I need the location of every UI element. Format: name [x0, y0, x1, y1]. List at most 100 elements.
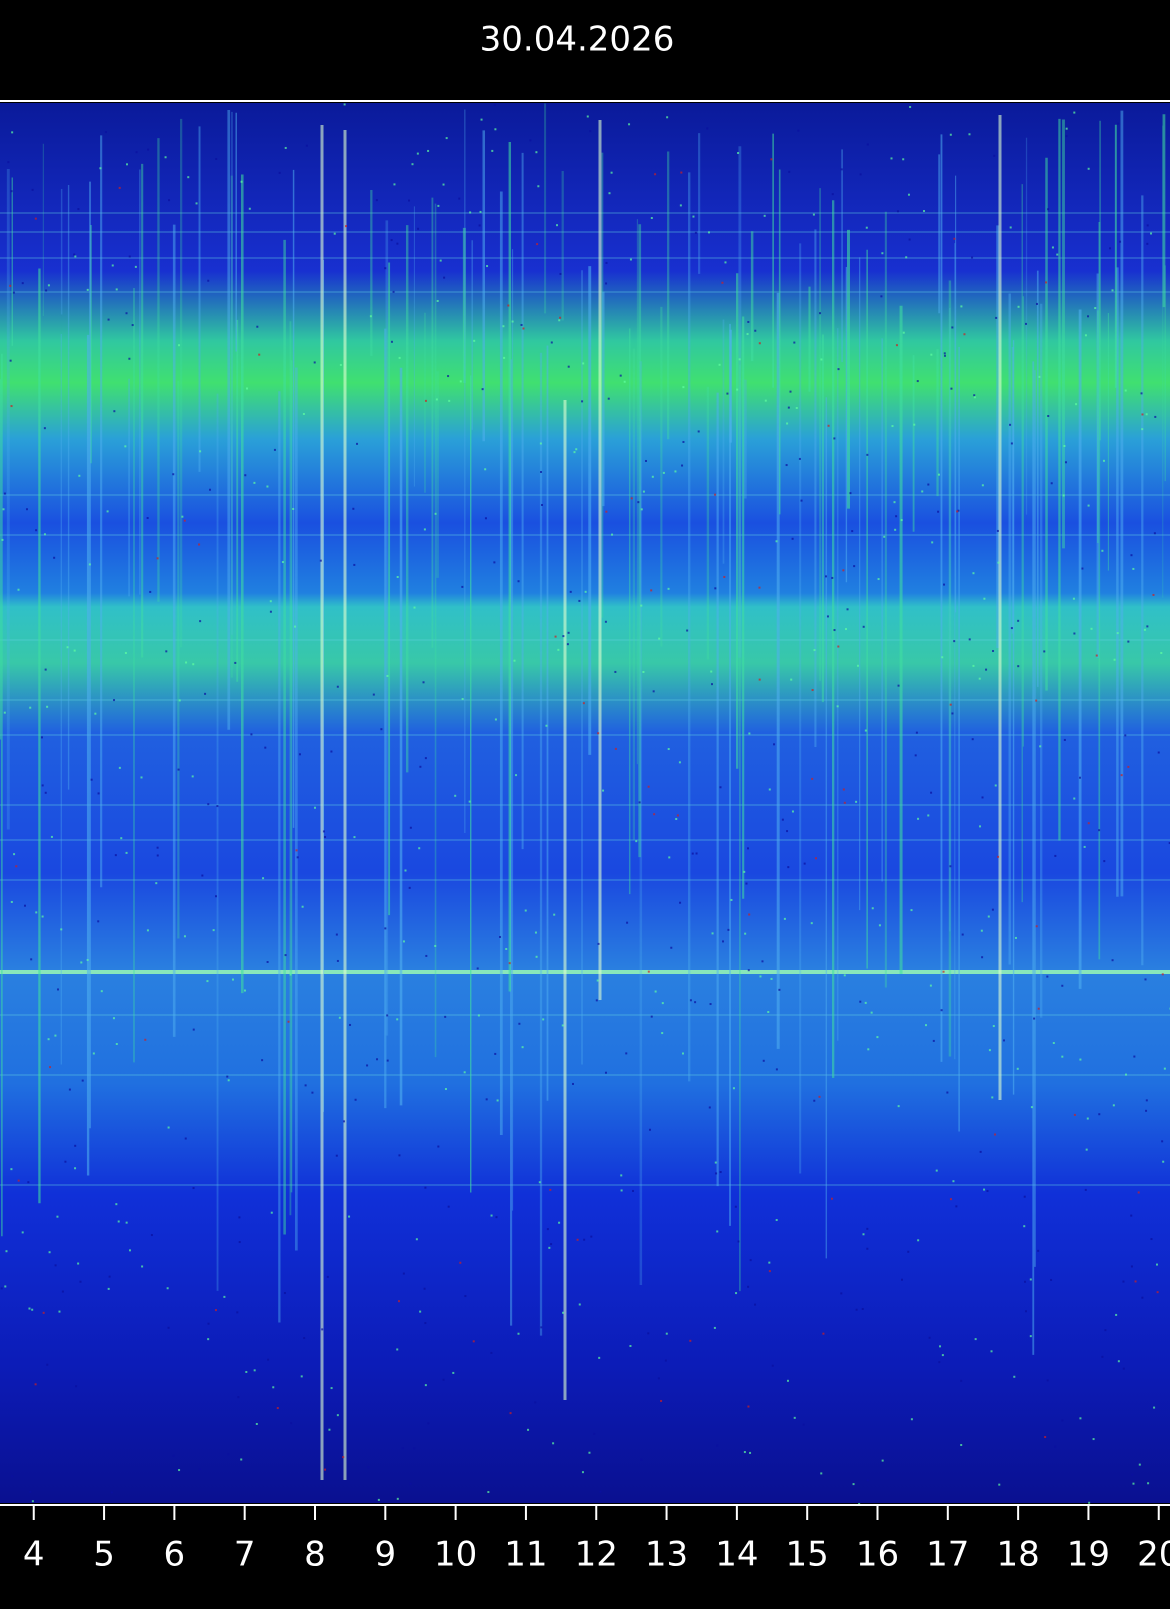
noise-speck	[212, 929, 215, 932]
noise-speck	[227, 1079, 230, 1082]
noise-speck	[654, 173, 657, 176]
noise-speck	[313, 361, 316, 364]
noise-speck	[177, 768, 180, 771]
noise-speck	[125, 851, 128, 854]
noise-speck	[811, 689, 814, 692]
noise-speck	[74, 1167, 77, 1170]
noise-speck	[843, 974, 846, 977]
noise-speck	[767, 1011, 770, 1014]
noise-speck	[876, 1036, 879, 1039]
noise-speck	[34, 217, 37, 220]
noise-speck	[961, 933, 964, 936]
noise-speck	[620, 1174, 623, 1177]
noise-speck	[1064, 461, 1067, 464]
noise-speck	[650, 589, 653, 592]
noise-speck	[891, 425, 894, 428]
noise-speck	[859, 173, 862, 176]
noise-speck	[86, 288, 89, 291]
noise-speck	[1061, 1419, 1064, 1422]
noise-speck	[508, 962, 511, 965]
noise-speck	[791, 810, 794, 813]
noise-speck	[234, 661, 237, 664]
noise-speck	[827, 424, 830, 427]
noise-speck	[463, 1071, 466, 1074]
noise-speck	[743, 1451, 746, 1454]
noise-speck	[694, 231, 697, 234]
noise-speck	[798, 457, 801, 460]
noise-speck	[583, 1238, 586, 1241]
noise-speck	[662, 471, 665, 474]
noise-speck	[786, 830, 789, 833]
noise-speck	[402, 1272, 405, 1275]
noise-speck	[1152, 593, 1155, 596]
noise-speck	[342, 1456, 345, 1459]
noise-speck	[94, 712, 97, 715]
noise-speck	[897, 1105, 900, 1108]
noise-speck	[424, 1322, 427, 1325]
noise-speck	[113, 410, 116, 413]
noise-speck	[1078, 776, 1081, 779]
noise-speck	[1141, 428, 1144, 431]
noise-speck	[608, 192, 611, 195]
noise-speck	[192, 1187, 195, 1190]
noise-speck	[28, 1307, 31, 1310]
noise-speck	[215, 895, 218, 898]
noise-speck	[943, 583, 946, 586]
noise-speck	[990, 1350, 993, 1353]
noise-speck	[1124, 389, 1127, 392]
noise-speck	[184, 1137, 187, 1140]
noise-speck	[1103, 860, 1106, 863]
noise-speck	[747, 969, 750, 972]
noise-speck	[128, 255, 131, 258]
noise-speck	[1137, 1191, 1140, 1194]
noise-speck	[1098, 1113, 1101, 1116]
noise-speck	[79, 1280, 82, 1283]
noise-speck	[935, 1169, 938, 1172]
noise-speck	[666, 116, 669, 119]
noise-speck	[582, 702, 585, 705]
noise-speck	[996, 529, 999, 532]
noise-speck	[454, 794, 457, 797]
noise-speck	[390, 239, 393, 242]
noise-speck	[45, 289, 48, 292]
noise-speck	[732, 1087, 735, 1090]
noise-speck	[480, 118, 483, 121]
noise-speck	[423, 1287, 426, 1290]
noise-speck	[144, 1038, 147, 1041]
noise-speck	[1146, 625, 1149, 628]
noise-speck	[545, 724, 548, 727]
noise-speck	[10, 405, 13, 408]
noise-speck	[422, 681, 425, 684]
noise-speck	[113, 699, 116, 702]
noise-speck	[494, 718, 497, 721]
noise-speck	[552, 1442, 555, 1445]
noise-speck	[409, 1482, 412, 1485]
noise-speck	[546, 1228, 549, 1231]
noise-speck	[749, 1451, 752, 1454]
noise-speck	[10, 900, 13, 903]
noise-speck	[120, 837, 123, 840]
noise-speck	[17, 588, 20, 591]
noise-speck	[435, 398, 438, 401]
noise-speck	[941, 656, 944, 659]
noise-speck	[146, 517, 149, 520]
noise-speck	[1131, 1473, 1134, 1476]
noise-speck	[973, 394, 976, 397]
noise-speck	[401, 1447, 404, 1450]
noise-speck	[870, 1011, 873, 1014]
noise-speck	[743, 870, 746, 873]
noise-speck	[980, 929, 983, 932]
noise-speck	[30, 958, 33, 961]
noise-speck	[1146, 242, 1149, 245]
noise-speck	[708, 1106, 711, 1109]
noise-speck	[292, 507, 295, 510]
noise-speck	[674, 470, 677, 473]
noise-speck	[107, 1287, 110, 1290]
noise-speck	[164, 156, 167, 159]
noise-speck	[207, 279, 210, 282]
noise-speck	[647, 785, 650, 788]
noise-speck	[931, 541, 934, 544]
noise-speck	[711, 932, 714, 935]
noise-speck	[1043, 650, 1046, 653]
noise-speck	[710, 683, 713, 686]
